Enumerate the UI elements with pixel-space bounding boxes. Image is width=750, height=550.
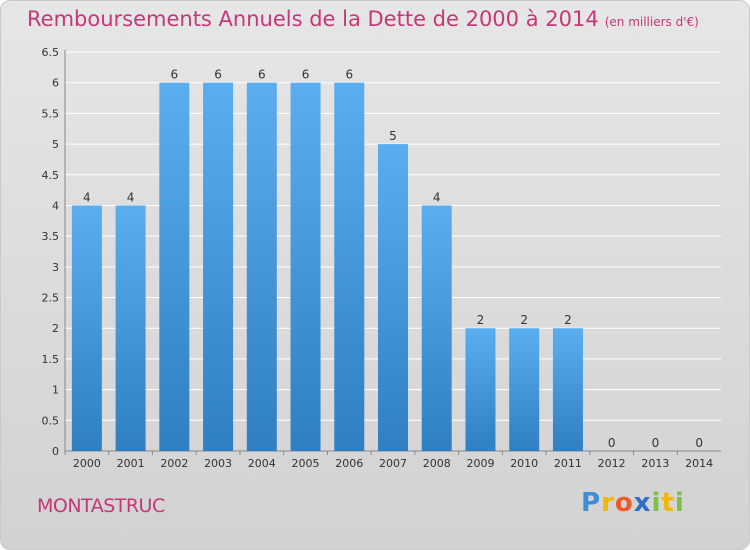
y-tick-label: 1.5 xyxy=(42,353,60,366)
x-tick-label: 2006 xyxy=(335,457,363,470)
chart-title-text: Remboursements Annuels de la Dette de 20… xyxy=(27,7,599,31)
x-tick-label: 2011 xyxy=(554,457,582,470)
y-tick-label: 6.5 xyxy=(42,46,60,59)
bar xyxy=(246,82,277,451)
y-tick-label: 3.5 xyxy=(42,230,60,243)
logo-letter-6: t xyxy=(661,488,675,518)
x-tick-label: 2010 xyxy=(510,457,538,470)
logo-letter-7: i xyxy=(674,488,685,518)
logo-letter-1: P xyxy=(581,488,602,518)
y-tick-label: 5.5 xyxy=(42,107,60,120)
bar-value-label: 6 xyxy=(302,68,310,82)
bar xyxy=(378,144,408,452)
x-tick-label: 2003 xyxy=(204,457,232,470)
chart-subtitle: (en milliers d'€) xyxy=(604,15,699,29)
x-tick-label: 2013 xyxy=(641,457,669,470)
y-tick-label: 4 xyxy=(52,199,59,212)
bar xyxy=(159,82,190,451)
bar xyxy=(509,328,540,451)
chart-title: Remboursements Annuels de la Dette de 20… xyxy=(27,7,699,31)
x-tick-label: 2002 xyxy=(160,457,188,470)
logo-letter-3: o xyxy=(614,488,634,518)
x-tick-label: 2009 xyxy=(466,457,494,470)
bar-value-label: 0 xyxy=(652,436,660,450)
proxiti-logo: Proxiti xyxy=(581,488,685,518)
x-tick-label: 2007 xyxy=(379,457,407,470)
bar-value-label: 6 xyxy=(345,68,353,82)
x-tick-label: 2005 xyxy=(292,457,320,470)
y-tick-label: 3 xyxy=(52,261,59,274)
bar-value-label: 4 xyxy=(433,190,441,204)
bar xyxy=(71,205,102,451)
bar xyxy=(203,82,234,451)
bar xyxy=(334,82,365,451)
y-tick-label: 4.5 xyxy=(42,169,60,182)
logo-letter-4: x xyxy=(633,488,652,518)
x-tick-label: 2000 xyxy=(73,457,101,470)
y-tick-label: 5 xyxy=(52,138,59,151)
bar xyxy=(290,82,321,451)
logo-letter-2: r xyxy=(601,488,615,518)
bar-value-label: 4 xyxy=(83,190,91,204)
logo-letter-5: i xyxy=(651,488,662,518)
bar-value-label: 6 xyxy=(171,68,179,82)
bar-value-label: 6 xyxy=(258,68,266,82)
y-tick-label: 0.5 xyxy=(42,414,60,427)
bar xyxy=(115,205,146,451)
x-tick-label: 2012 xyxy=(598,457,626,470)
y-tick-label: 6 xyxy=(52,77,59,90)
bar-value-label: 0 xyxy=(608,436,616,450)
bar-value-label: 4 xyxy=(127,190,135,204)
y-tick-label: 2 xyxy=(52,322,59,335)
bar xyxy=(421,205,452,451)
x-tick-label: 2008 xyxy=(423,457,451,470)
bar xyxy=(552,328,583,451)
bar-value-label: 2 xyxy=(477,313,485,327)
x-tick-label: 2004 xyxy=(248,457,276,470)
y-tick-label: 0 xyxy=(52,445,59,458)
bar-value-label: 2 xyxy=(520,313,528,327)
commune-label: MONTASTRUC xyxy=(37,495,165,517)
x-tick-label: 2014 xyxy=(685,457,713,470)
bar-value-label: 0 xyxy=(695,436,703,450)
y-tick-label: 1 xyxy=(52,384,59,397)
bar xyxy=(465,328,496,451)
bar-value-label: 6 xyxy=(214,68,222,82)
x-tick-label: 2001 xyxy=(117,457,145,470)
y-tick-label: 2.5 xyxy=(42,292,60,305)
bar-value-label: 2 xyxy=(564,313,572,327)
bar-value-label: 5 xyxy=(389,129,397,143)
